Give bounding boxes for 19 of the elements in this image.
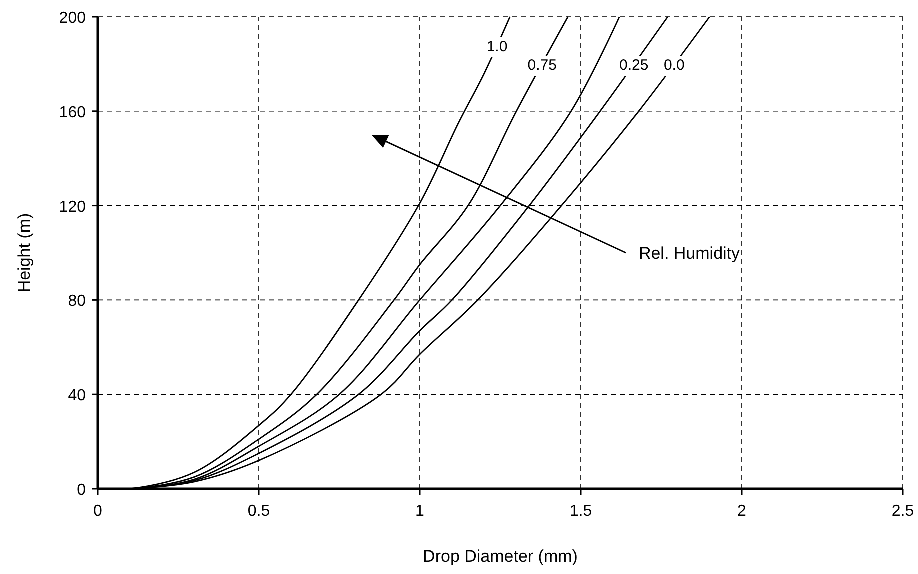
x-tick-label: 0 <box>94 503 103 520</box>
series-label: 0.75 <box>528 57 557 74</box>
series-label: 0.25 <box>620 57 649 74</box>
x-axis-title: Drop Diameter (mm) <box>423 547 578 566</box>
y-tick-label: 120 <box>59 198 86 216</box>
x-tick-label: 1.5 <box>570 503 592 520</box>
x-tick-label: 2.5 <box>892 503 914 520</box>
y-tick-label: 200 <box>59 10 86 27</box>
annotation: Rel. Humidity <box>638 244 741 263</box>
y-axis-title: Height (m) <box>15 213 34 293</box>
series-label: 1.0 <box>486 38 508 56</box>
x-tick-label: 2 <box>738 503 747 520</box>
y-tick-label: 160 <box>59 104 86 122</box>
series-label: 0.0 <box>664 57 685 74</box>
x-tick-label: 0.5 <box>248 503 270 520</box>
y-tick-label: 80 <box>68 293 86 310</box>
x-tick-label: 1 <box>416 503 425 520</box>
y-tick-label: 40 <box>68 388 86 405</box>
y-tick-label: 0 <box>77 482 86 499</box>
